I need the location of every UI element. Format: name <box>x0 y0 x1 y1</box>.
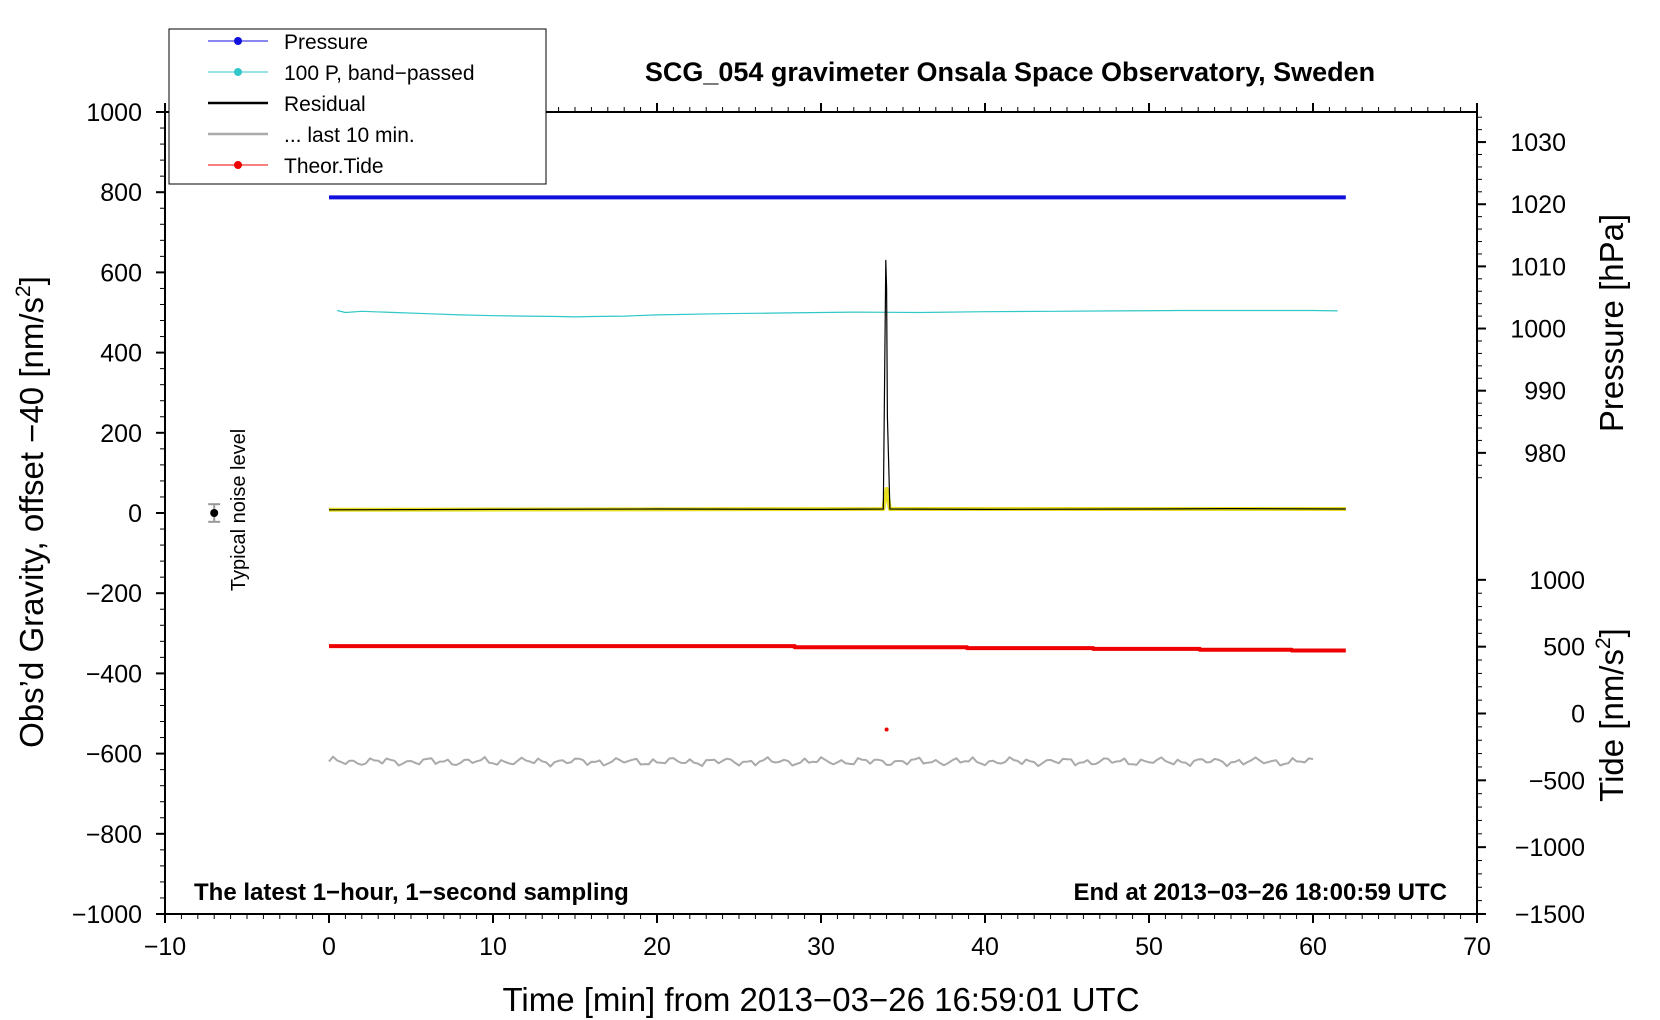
y-tick-label: −600 <box>86 741 142 769</box>
y-tick-label: −800 <box>86 821 142 849</box>
y-axis-title-left-sup: 2 <box>12 285 35 297</box>
y-tick-label: −1000 <box>72 901 142 929</box>
series-100-p-band-passed <box>337 309 1338 318</box>
series-theor-tide <box>329 644 1346 653</box>
x-tick-label: 10 <box>479 933 507 961</box>
x-tick-label: 0 <box>322 933 336 961</box>
legend-label: 100 P, band−passed <box>284 62 475 85</box>
pressure-tick-label: 980 <box>1524 440 1566 468</box>
pressure-axis: 980 990 1000 1010 1020 1030 <box>1477 116 1566 479</box>
x-tick-label: −10 <box>144 933 186 961</box>
tide-tick-label: −1000 <box>1515 834 1585 862</box>
noise-level-marker <box>208 503 221 523</box>
y-axis-title-left: Obs’d Gravity, offset −40 [nm/s2] <box>12 276 50 748</box>
legend-label: Theor.Tide <box>284 155 384 178</box>
x-tick-label: 30 <box>807 933 835 961</box>
chart-title: SCG_054 gravimeter Onsala Space Observat… <box>645 57 1375 87</box>
noise-level-label: Typical noise level <box>228 429 250 591</box>
tide-axis-title-end: ] <box>1593 628 1630 637</box>
y-axis-title-left-main: Obs’d Gravity, offset −40 [nm/s <box>13 297 50 748</box>
pressure-tick-label: 1020 <box>1510 191 1566 219</box>
legend-label: Pressure <box>284 31 368 54</box>
legend-box <box>168 28 547 185</box>
tide-axis: −1500 −1000 −500 0 500 1000 <box>1477 567 1585 929</box>
tide-tick-label: 0 <box>1571 701 1585 729</box>
y-tick-label: 600 <box>100 259 142 287</box>
tide-axis-title: Tide [nm/s2] <box>1592 628 1630 802</box>
legend-label: Residual <box>284 93 366 116</box>
x-axis-title: Time [min] from 2013−03−26 16:59:01 UTC <box>502 981 1139 1018</box>
x-tick-label: 50 <box>1135 933 1163 961</box>
y-tick-label: 800 <box>100 179 142 207</box>
series-residual <box>328 259 1346 511</box>
tide-axis-title-sup: 2 <box>1592 637 1615 649</box>
y-tick-label: −400 <box>86 660 142 688</box>
y-tick-label: 1000 <box>86 99 142 127</box>
series-group <box>328 195 1346 768</box>
tide-tick-label: 1000 <box>1529 567 1585 595</box>
pressure-axis-title: Pressure [hPa] <box>1593 214 1630 432</box>
y-axis-title-left-end: ] <box>13 276 50 285</box>
legend: Pressure 100 P, band−passed Residual ... la… <box>168 28 547 185</box>
legend-label: ... last 10 min. <box>284 124 415 147</box>
tide-tick-label: −1500 <box>1515 901 1585 929</box>
annotation-sampling: The latest 1−hour, 1−second sampling <box>194 879 629 906</box>
y-tick-label: 200 <box>100 420 142 448</box>
tide-tick-label: −500 <box>1529 767 1585 795</box>
x-tick-label: 70 <box>1463 933 1491 961</box>
y-tick-label: 0 <box>128 500 142 528</box>
series-last-10-min <box>328 755 1314 768</box>
y-tick-label: 400 <box>100 340 142 368</box>
y-tick-label: −200 <box>86 580 142 608</box>
annotation-end-time: End at 2013−03−26 18:00:59 UTC <box>1073 879 1447 906</box>
tide-tick-label: 500 <box>1543 634 1585 662</box>
x-axis: −10 0 10 20 30 40 50 60 70 <box>144 103 1491 961</box>
x-tick-label: 60 <box>1299 933 1327 961</box>
x-tick-label: 40 <box>971 933 999 961</box>
legend-marker <box>234 161 242 169</box>
series-residual-yellow <box>328 486 1346 512</box>
pressure-tick-label: 1030 <box>1510 129 1566 157</box>
pressure-tick-label: 990 <box>1524 378 1566 406</box>
legend-marker <box>234 37 242 45</box>
y-axis-left: −1000 −800 −600 −400 −200 0 200 400 600 800 1000 <box>72 99 165 929</box>
plot-frame <box>164 111 1478 915</box>
pressure-tick-label: 1000 <box>1510 316 1566 344</box>
x-tick-label: 20 <box>643 933 671 961</box>
noise-point <box>210 509 219 517</box>
tide-outlier-point <box>884 727 889 732</box>
tide-axis-title-main: Tide [nm/s <box>1593 649 1630 802</box>
pressure-tick-label: 1010 <box>1510 253 1566 281</box>
legend-marker <box>234 68 242 76</box>
